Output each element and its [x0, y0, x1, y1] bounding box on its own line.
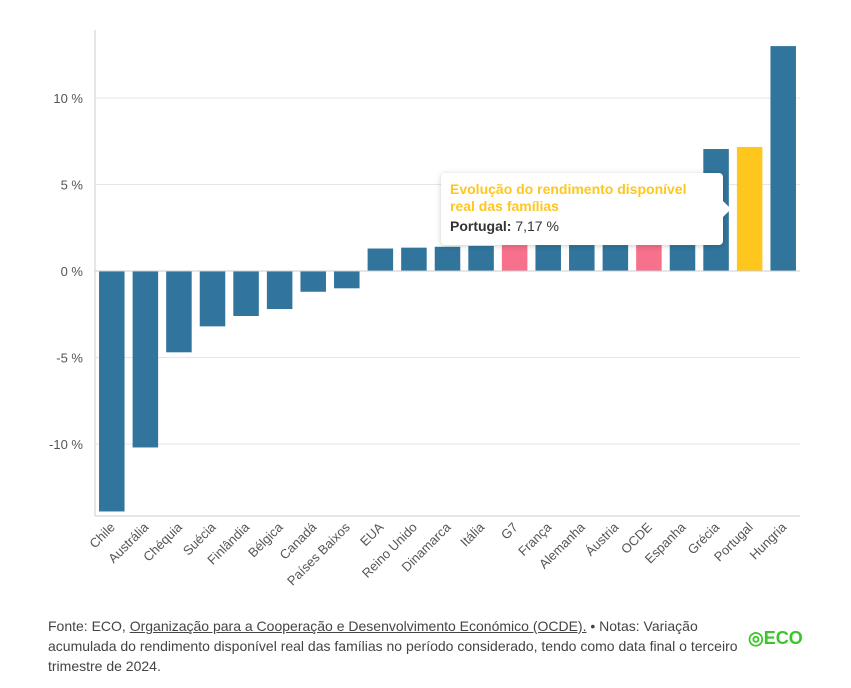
bar-OCDE[interactable] [636, 245, 662, 271]
source-link[interactable]: Organização para a Cooperação e Desenvol… [129, 618, 587, 634]
footer-notes: Fonte: ECO, Organização para a Cooperaçã… [48, 616, 738, 676]
x-tick-label: G7 [498, 520, 521, 543]
y-tick-label: 0 % [61, 264, 84, 279]
bar-Espanha[interactable] [669, 245, 696, 271]
bar-Chile[interactable] [99, 271, 125, 512]
bar-G7[interactable] [501, 245, 528, 271]
x-tick-label: Itália [457, 519, 488, 550]
y-tick-label: 10 % [53, 91, 83, 106]
x-tick-label: EUA [357, 519, 387, 549]
bar-Portugal[interactable] [736, 146, 763, 271]
y-tick-label: 5 % [61, 178, 84, 193]
bar-Reino Unido[interactable] [401, 247, 427, 271]
bar-Hungria[interactable] [770, 46, 796, 271]
bar-Alemanha[interactable] [569, 245, 595, 271]
y-tick-label: -5 % [56, 351, 83, 366]
tooltip: Evolução do rendimento disponível real d… [441, 173, 731, 245]
bar-Austrália[interactable] [132, 271, 159, 448]
bar-Finlândia[interactable] [233, 271, 259, 316]
bar-Países Baixos[interactable] [334, 271, 360, 289]
eco-logo: ◎ECO [748, 628, 803, 648]
y-tick-label: -10 % [49, 437, 83, 452]
bar-Bélgica[interactable] [266, 271, 293, 310]
x-tick-label: Áustria [582, 519, 622, 559]
source-prefix: Fonte: ECO, [48, 618, 130, 634]
bar-Suécia[interactable] [199, 271, 226, 327]
tooltip-value: 7,17 % [515, 218, 559, 234]
bar-EUA[interactable] [367, 248, 394, 271]
bar-Canadá[interactable] [300, 271, 326, 292]
bar-Itália[interactable] [468, 245, 494, 271]
bar-Chéquia[interactable] [166, 271, 192, 353]
notes-text: • Notas: Variação acumulada do rendiment… [48, 618, 738, 674]
tooltip-label: Portugal: [450, 218, 512, 234]
bar-Áustria[interactable] [602, 245, 629, 271]
bar-chart: 10 %5 %0 %-5 %-10 %ChileAustráliaChéquia… [49, 30, 800, 588]
x-tick-label: Hungria [747, 519, 790, 562]
bar-Dinamarca[interactable] [434, 246, 461, 271]
tooltip-title: Evolução do rendimento disponível real d… [450, 181, 687, 214]
bar-França[interactable] [535, 245, 561, 271]
